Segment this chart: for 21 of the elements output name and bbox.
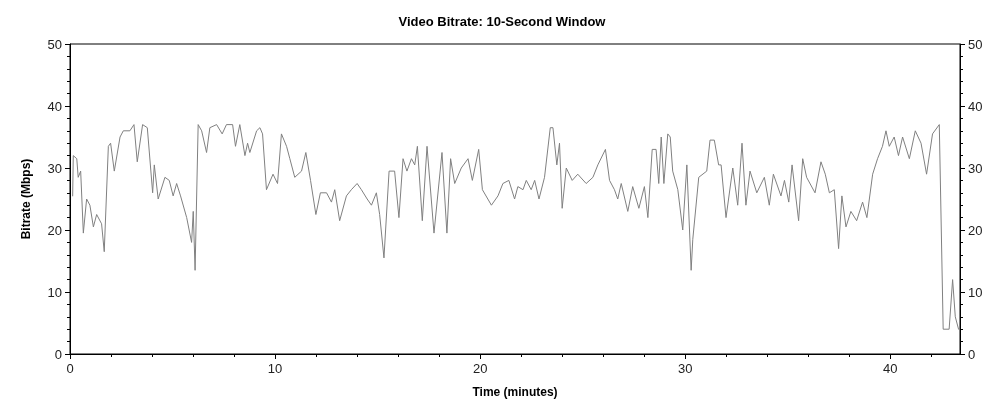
y-tick-label: 50 bbox=[47, 36, 62, 52]
y2-tick-label: 0 bbox=[968, 346, 976, 362]
x-tick-label: 30 bbox=[677, 361, 693, 376]
y-tick-label: 20 bbox=[47, 222, 62, 238]
x-tick-label: 0 bbox=[66, 361, 74, 376]
y-axis-title: Bitrate (Mbps) bbox=[19, 158, 33, 240]
y-tick-label: 0 bbox=[54, 346, 62, 362]
y2-tick-label: 20 bbox=[968, 222, 983, 238]
x-axis-title: Time (minutes) bbox=[472, 385, 558, 399]
y-tick-label: 30 bbox=[47, 160, 62, 176]
y2-tick-label: 50 bbox=[968, 36, 983, 52]
y2-tick-label: 30 bbox=[968, 160, 983, 176]
y2-tick-label: 40 bbox=[968, 98, 983, 114]
y-tick-label: 40 bbox=[47, 98, 62, 114]
line-series bbox=[72, 124, 960, 330]
y-tick-label: 10 bbox=[47, 284, 62, 300]
x-tick-label: 40 bbox=[883, 361, 898, 376]
x-tick-label: 20 bbox=[472, 361, 488, 376]
x-tick-label: 10 bbox=[267, 361, 283, 376]
y2-tick-label: 10 bbox=[968, 284, 983, 300]
chart-title: Video Bitrate: 10-Second Window bbox=[398, 14, 607, 29]
